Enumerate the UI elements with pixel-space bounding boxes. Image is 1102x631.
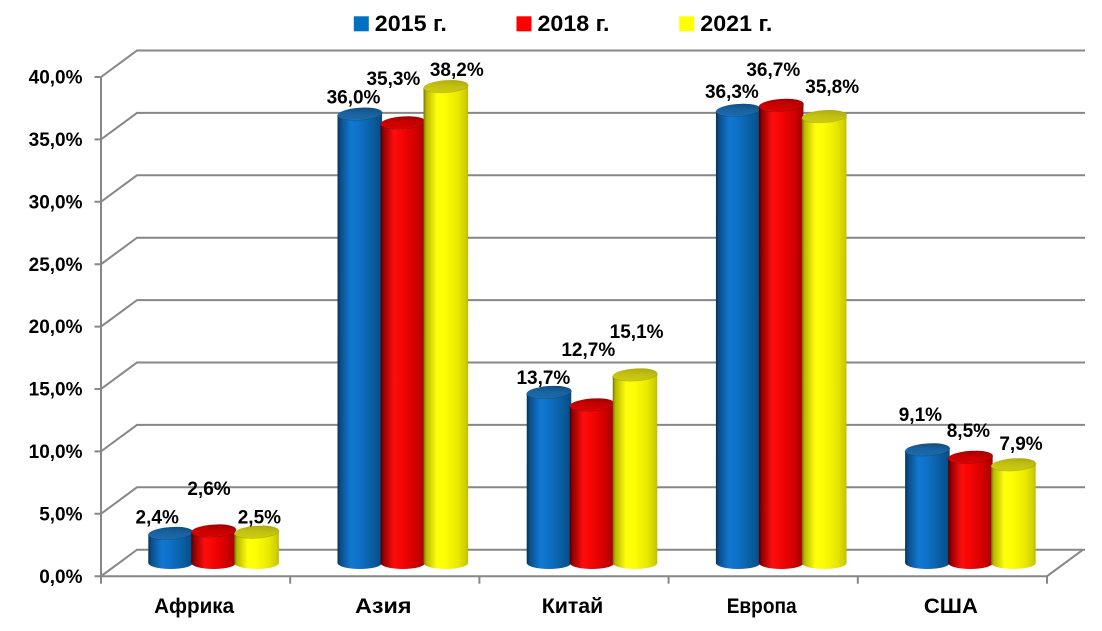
svg-text:США: США — [924, 594, 978, 618]
svg-text:2015 г.: 2015 г. — [375, 11, 447, 36]
svg-text:Азия: Азия — [355, 594, 412, 618]
svg-text:13,7%: 13,7% — [516, 368, 570, 389]
svg-text:15,0%: 15,0% — [29, 380, 83, 401]
svg-text:2,6%: 2,6% — [187, 479, 230, 500]
svg-text:Европа: Европа — [727, 594, 798, 618]
svg-text:38,2%: 38,2% — [430, 60, 484, 81]
svg-text:8,5%: 8,5% — [947, 421, 990, 442]
svg-text:2021 г.: 2021 г. — [700, 11, 772, 36]
svg-text:Китай: Китай — [542, 594, 604, 618]
svg-text:36,7%: 36,7% — [746, 60, 800, 81]
svg-text:2,5%: 2,5% — [238, 508, 281, 529]
svg-text:5,0%: 5,0% — [39, 504, 82, 525]
svg-text:2018 г.: 2018 г. — [538, 11, 610, 36]
svg-text:2,4%: 2,4% — [136, 508, 179, 529]
svg-text:0,0%: 0,0% — [39, 567, 82, 588]
svg-text:35,3%: 35,3% — [366, 69, 420, 90]
svg-text:7,9%: 7,9% — [999, 434, 1042, 455]
svg-text:Африка: Африка — [154, 594, 235, 618]
svg-text:25,0%: 25,0% — [29, 255, 83, 276]
svg-text:30,0%: 30,0% — [29, 192, 83, 213]
svg-text:9,1%: 9,1% — [899, 405, 942, 426]
svg-text:35,0%: 35,0% — [29, 130, 83, 151]
svg-text:36,0%: 36,0% — [327, 88, 381, 109]
svg-text:35,8%: 35,8% — [805, 77, 859, 98]
svg-text:12,7%: 12,7% — [561, 340, 615, 361]
svg-text:20,0%: 20,0% — [29, 317, 83, 338]
svg-text:36,3%: 36,3% — [705, 82, 759, 103]
svg-text:40,0%: 40,0% — [29, 68, 83, 89]
svg-text:10,0%: 10,0% — [29, 442, 83, 463]
svg-text:15,1%: 15,1% — [610, 322, 664, 343]
